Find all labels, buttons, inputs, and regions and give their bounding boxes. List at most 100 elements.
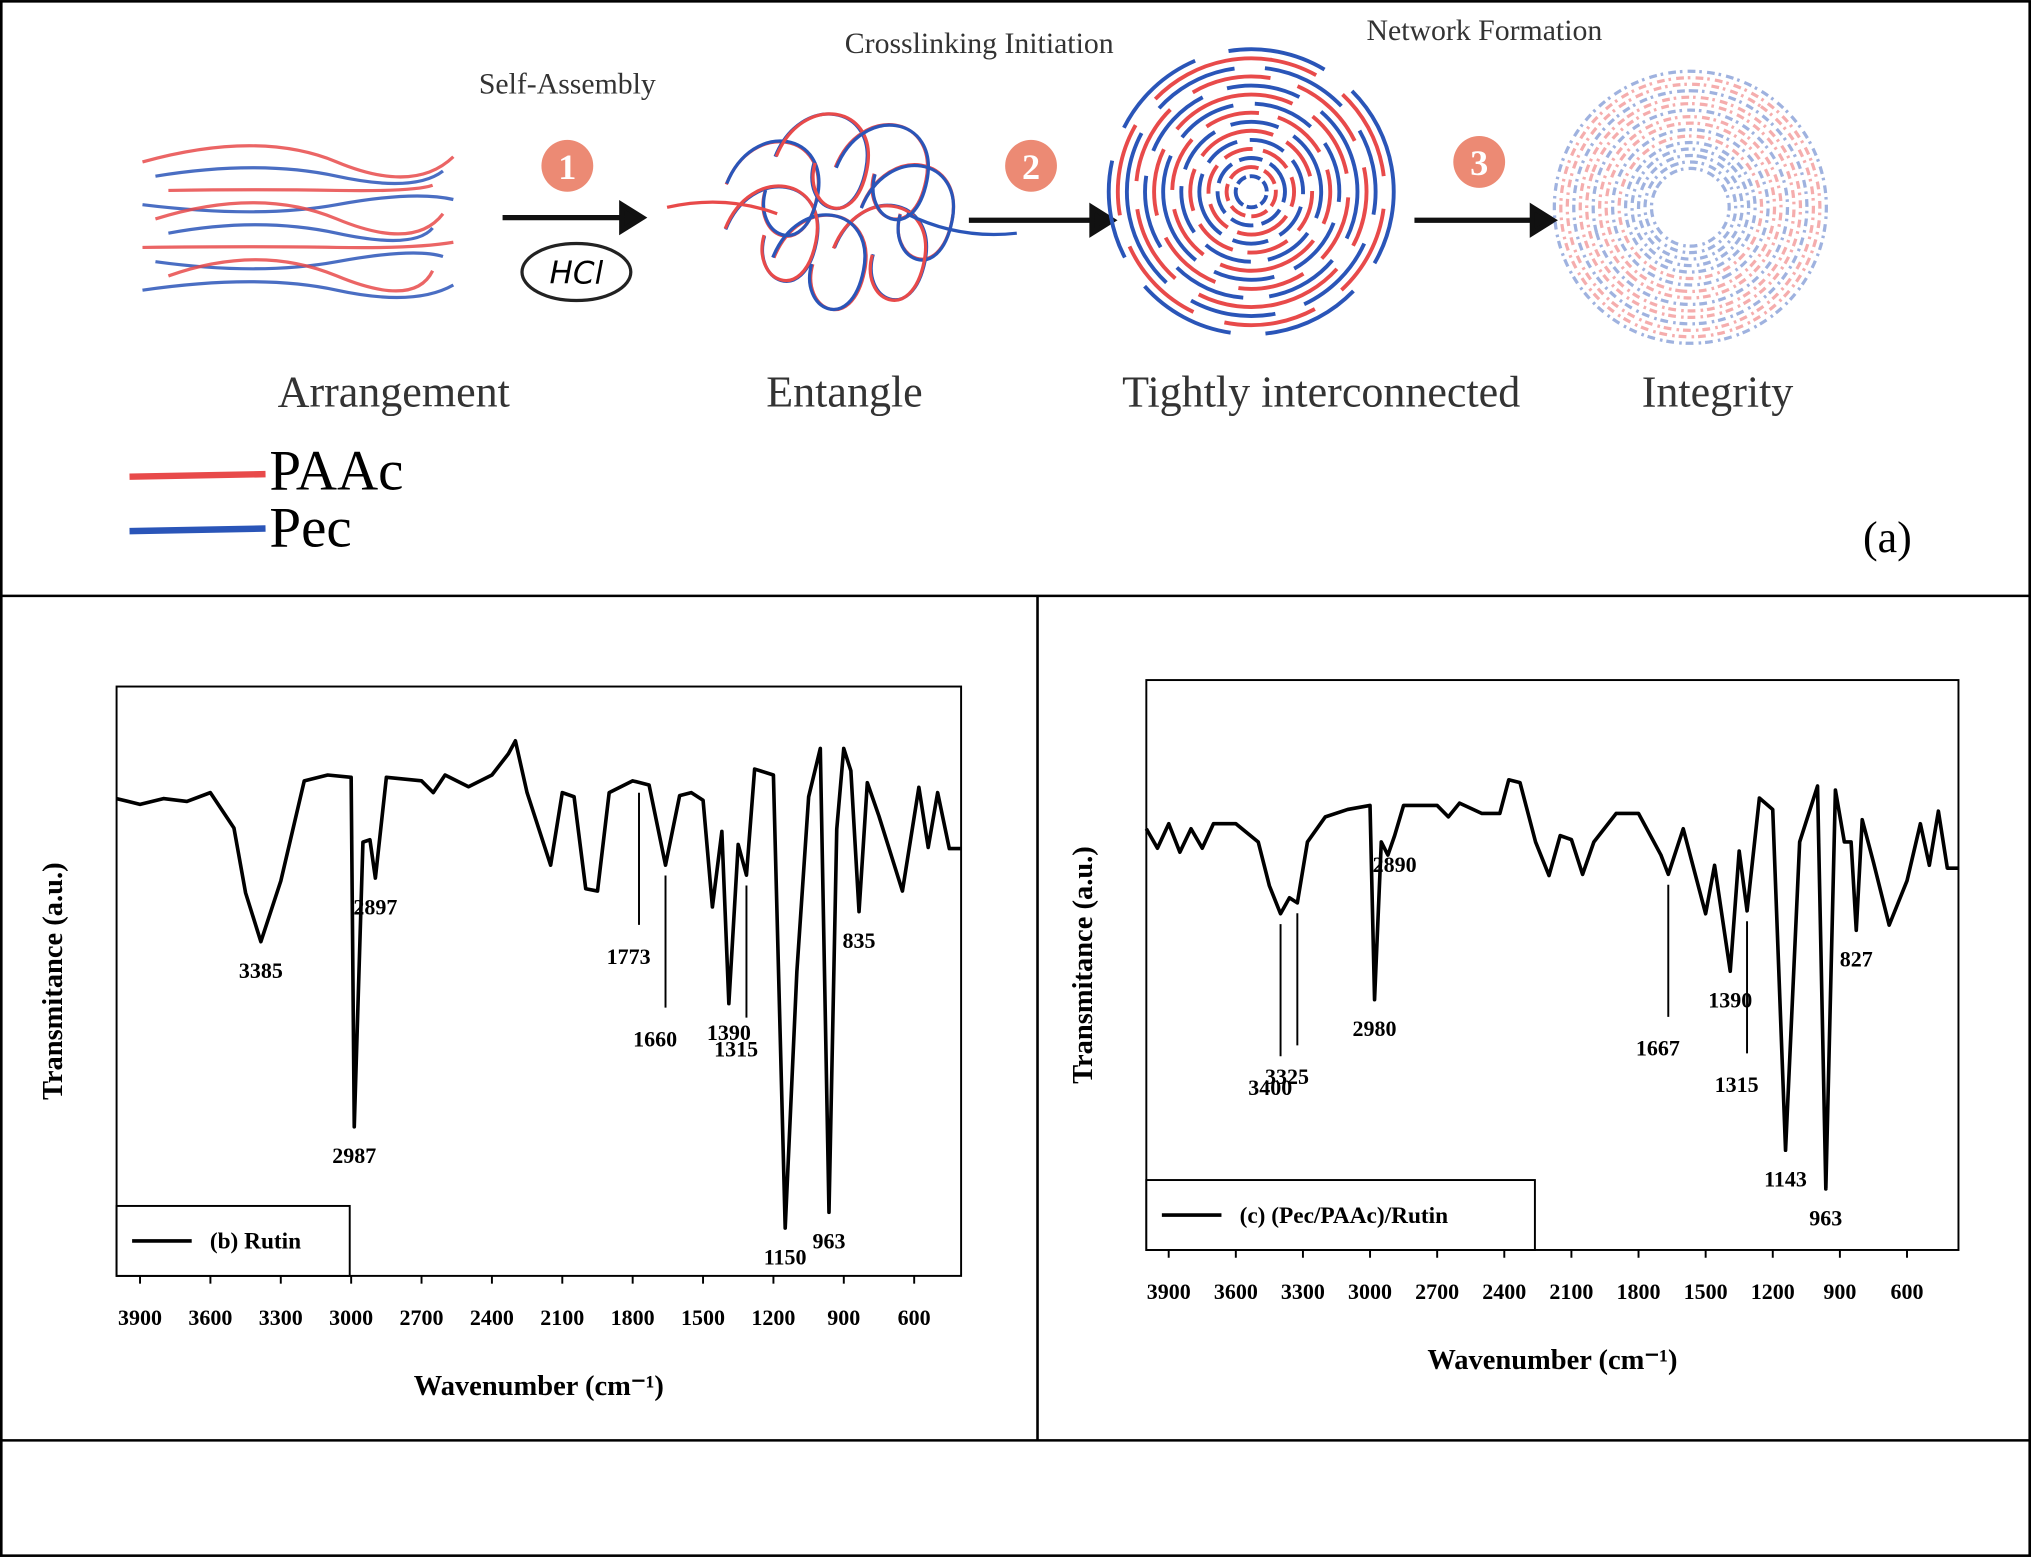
peak-label: 1667 <box>1636 1036 1680 1061</box>
peak-label: 2980 <box>1353 1016 1397 1041</box>
network-ring <box>1124 65 1378 319</box>
x-tick-label: 900 <box>1823 1279 1856 1304</box>
x-tick-label: 600 <box>1891 1279 1924 1304</box>
schematic: Self-Assembly Crosslinking Initiation Ne… <box>129 14 1912 562</box>
x-tick-label: 600 <box>898 1305 931 1330</box>
x-tick-label: 1200 <box>1751 1279 1795 1304</box>
legend-label: PAAc <box>269 440 403 503</box>
network-ring <box>1179 119 1324 264</box>
polymer-loop <box>834 123 930 222</box>
integrity-ring <box>1623 140 1757 274</box>
peak-label: 1315 <box>1715 1072 1759 1097</box>
x-tick-label: 3000 <box>329 1305 373 1330</box>
polymer-strand <box>142 144 455 179</box>
y-axis-label: Transmitance (a.u.) <box>38 862 69 1100</box>
polymer-strand <box>142 194 454 214</box>
peak-label: 2890 <box>1373 852 1417 877</box>
legend-swatch <box>129 470 266 480</box>
step-number: 2 <box>1022 147 1040 187</box>
integrity-ring <box>1591 108 1790 307</box>
x-tick-label: 1200 <box>751 1305 795 1330</box>
polymer-strand <box>666 200 778 216</box>
network-ring <box>1170 110 1333 273</box>
network-ring <box>1197 137 1305 246</box>
x-tick-label: 3300 <box>1281 1279 1325 1304</box>
x-tick-label: 3900 <box>118 1305 162 1330</box>
polymer-loop <box>773 112 869 211</box>
network-ring <box>1106 47 1396 337</box>
step-label: Network Formation <box>1367 14 1603 47</box>
integrity-ring <box>1598 114 1783 300</box>
step-label: Self-Assembly <box>479 67 656 100</box>
integrity-ring <box>1636 153 1744 261</box>
peak-label: 3325 <box>1265 1064 1309 1089</box>
x-tick-label: 3000 <box>1348 1279 1392 1304</box>
legend-label: (b) Rutin <box>210 1229 301 1255</box>
step-badge <box>1005 139 1057 192</box>
polymer-strand <box>168 223 434 243</box>
plot-frame <box>1145 679 1960 1251</box>
spectrum-line <box>1144 777 1959 1191</box>
x-tick-label: 2400 <box>1482 1279 1526 1304</box>
x-tick-label: 2100 <box>540 1305 584 1330</box>
peak-label: 3385 <box>239 958 283 983</box>
x-tick-label: 3300 <box>259 1305 303 1330</box>
peak-label: 1315 <box>714 1036 758 1061</box>
polymer-strand <box>905 212 1017 237</box>
network-ring <box>1224 165 1278 219</box>
reagent: HCl <box>550 256 604 292</box>
polymer-strand <box>142 280 455 300</box>
polymer-strand <box>155 251 444 271</box>
step-number: 1 <box>558 147 576 187</box>
polymer-loop <box>859 164 956 262</box>
network-ring <box>1215 156 1287 228</box>
x-tick-label: 1500 <box>1684 1279 1728 1304</box>
step-number: 3 <box>1470 143 1488 183</box>
peak-label: 1390 <box>1708 988 1752 1013</box>
x-tick-label: 2700 <box>1415 1279 1459 1304</box>
network-ring <box>1188 128 1315 255</box>
x-tick-label: 3600 <box>1214 1279 1258 1304</box>
peak-label: 827 <box>1840 947 1873 972</box>
polymer-strand <box>154 201 445 236</box>
integrity-ring <box>1617 134 1764 281</box>
x-tick-label: 3600 <box>188 1305 232 1330</box>
network-ring <box>1206 147 1296 237</box>
integrity-ring <box>1578 95 1803 319</box>
peak-label: 1390 <box>707 1020 751 1045</box>
peak-label: 1143 <box>1764 1167 1807 1192</box>
chart: 3900 3600 3300 3000 2700 2400 2100 1800 1500 1200… <box>1068 679 1960 1376</box>
x-tick-label: 900 <box>827 1305 860 1330</box>
y-axis-label: Transmitance (a.u.) <box>1068 846 1099 1084</box>
x-tick-label: 3900 <box>1147 1279 1191 1304</box>
legend-label: (c) (Pec/PAAc)/Rutin <box>1240 1203 1449 1229</box>
peak-label: 1773 <box>607 944 651 969</box>
polymer-strand <box>155 166 444 186</box>
network-ring <box>1152 92 1351 291</box>
peak-label: 2987 <box>332 1143 376 1168</box>
polymer-strand <box>168 183 434 193</box>
chart: 3900 3600 3300 3000 2700 2400 2100 1800 1500 1200… <box>38 685 963 1402</box>
panel-label: (a) <box>1863 513 1912 562</box>
network-ring <box>1134 74 1369 309</box>
integrity-ring <box>1611 127 1770 287</box>
x-tick-label: 1500 <box>681 1305 725 1330</box>
network-ring <box>1143 83 1360 300</box>
peak-label: 3400 <box>1248 1075 1292 1100</box>
integrity-ring <box>1604 121 1777 294</box>
integrity-ring <box>1572 89 1809 326</box>
x-tick-label: 1800 <box>611 1305 655 1330</box>
x-tick-label: 1800 <box>1617 1279 1661 1304</box>
polymer-strand <box>142 240 454 250</box>
stage-label: Tightly interconnected <box>1122 368 1520 417</box>
peak-label: 1150 <box>764 1244 807 1269</box>
x-tick-label: 2100 <box>1549 1279 1593 1304</box>
x-axis-label: Wavenumber (cm⁻¹) <box>1427 1345 1677 1376</box>
network-ring <box>1161 101 1342 282</box>
peak-label: 963 <box>813 1229 846 1254</box>
polymer-loop <box>831 204 928 302</box>
step-badge <box>1453 136 1506 188</box>
spectrum-line <box>116 738 962 1230</box>
